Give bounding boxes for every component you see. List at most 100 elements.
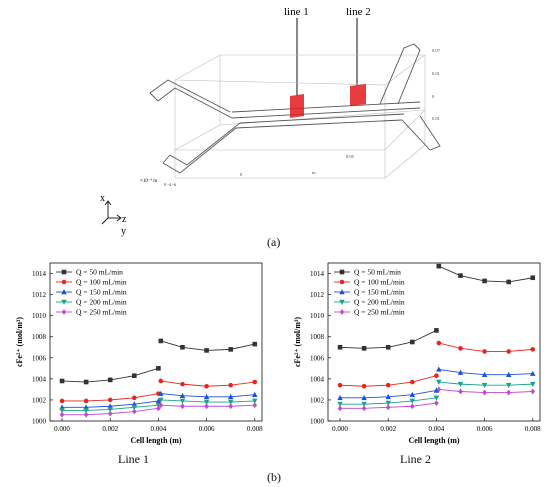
x-tick-label: 0.006 <box>199 425 215 433</box>
data-point <box>107 397 113 403</box>
svg-text:0.05: 0.05 <box>346 154 355 159</box>
data-point <box>179 392 186 399</box>
legend-marker <box>61 289 67 295</box>
data-point <box>481 382 488 389</box>
x-tick-label: 0.004 <box>429 425 445 433</box>
data-point <box>180 381 185 387</box>
plot-frame <box>327 262 541 422</box>
data-point <box>203 399 210 405</box>
y-tick-label: 1004 <box>32 375 47 383</box>
data-point <box>158 378 164 384</box>
y-axis-label: cFe²⁺ (mol/m³) <box>15 317 24 367</box>
data-point <box>228 403 233 410</box>
legend-marker <box>339 279 345 285</box>
data-point <box>433 387 440 393</box>
data-point <box>132 395 137 401</box>
data-point <box>158 402 164 409</box>
legend-label: Q = 200 mL/min <box>354 298 405 307</box>
data-point <box>482 389 487 396</box>
data-point <box>458 273 463 278</box>
data-point <box>385 382 391 388</box>
data-point <box>361 346 367 351</box>
legend-label: Q = 150 mL/min <box>354 288 405 297</box>
data-point <box>506 389 511 396</box>
y-tick-label: 1014 <box>32 270 47 278</box>
data-point <box>361 394 367 401</box>
data-point <box>530 388 536 395</box>
x-tick-label: 0.008 <box>247 425 263 433</box>
data-point <box>156 405 161 412</box>
data-point <box>59 398 65 404</box>
data-point <box>361 401 367 408</box>
data-point <box>436 340 442 346</box>
data-point <box>530 370 536 376</box>
y-tick-label: 1008 <box>32 333 47 341</box>
data-point <box>204 348 209 353</box>
y-axis-label: cFe²⁺ (mol/m³) <box>293 317 302 367</box>
data-point <box>59 408 65 414</box>
axis-y-label: y <box>121 226 126 237</box>
data-point <box>361 383 367 389</box>
data-point <box>530 347 536 352</box>
data-point <box>385 393 391 400</box>
axis-x-label: x <box>100 193 105 204</box>
data-point <box>59 411 65 418</box>
legend-marker <box>339 269 345 275</box>
data-point <box>337 405 343 412</box>
legend-marker <box>61 299 67 305</box>
series-q200 <box>59 397 258 414</box>
y-tick-label: 1008 <box>310 333 325 341</box>
series-q50 <box>59 338 258 385</box>
series-q200 <box>337 379 536 408</box>
data-point <box>410 379 415 385</box>
data-point <box>530 381 536 388</box>
data-point <box>83 379 89 385</box>
bounding-box <box>174 54 426 179</box>
data-point <box>180 344 185 350</box>
data-point <box>227 399 234 405</box>
caption-line2: Line 2 <box>400 452 431 466</box>
legend-label: Q = 50 mL/min <box>354 268 401 277</box>
line2-section <box>350 84 366 106</box>
legend-marker <box>339 309 345 315</box>
data-point <box>457 381 464 388</box>
y-tick-label: 1012 <box>32 291 47 299</box>
data-point <box>204 403 209 410</box>
data-point <box>458 346 463 351</box>
svg-text:0.01: 0.01 <box>432 71 440 76</box>
data-point <box>132 373 137 379</box>
data-point <box>107 407 113 413</box>
y-tick-label: 1010 <box>32 312 47 320</box>
x-tick-label: 0.002 <box>380 425 396 433</box>
x-tick-label: 0.004 <box>151 425 167 433</box>
svg-text:m: m <box>312 170 316 175</box>
legend-marker <box>339 299 345 305</box>
data-point <box>83 398 89 404</box>
y-tick-label: 1002 <box>32 396 47 404</box>
line2-marker-label: line 2 <box>346 6 371 18</box>
data-point <box>156 366 161 371</box>
data-point <box>337 382 343 388</box>
series-line-segment-2 <box>438 368 533 376</box>
data-point <box>506 279 511 285</box>
data-point <box>385 344 391 350</box>
data-point <box>107 410 113 417</box>
coordinate-triad <box>101 200 122 225</box>
plot-frame <box>49 262 263 422</box>
geometry-schematic: line 1 line 2 <box>100 6 441 237</box>
svg-text:0: 0 <box>240 172 243 177</box>
scale-label: ×10⁻³ m <box>140 178 157 184</box>
y-tick-label: 1012 <box>310 291 325 299</box>
y-tick-label: 1002 <box>310 396 325 404</box>
data-point <box>436 386 442 393</box>
legend-label: Q = 250 mL/min <box>354 308 405 317</box>
data-point <box>337 344 343 350</box>
y-tick-label: 1004 <box>310 375 325 383</box>
x-tick-label: 0.008 <box>525 425 541 433</box>
chart-line2: 1000 1002 1004 1006 1008 1010 1012 1014 0.000 0.0… <box>293 262 541 445</box>
chart-line1: 1000 1002 1004 1006 1008 1010 1012 1014 0.000 0.0… <box>15 262 263 445</box>
svg-text:0 -4 -6: 0 -4 -6 <box>164 182 177 187</box>
box-tick-labels: 0.07 0.01 0 0.01 0 0.05 m 0 -4 -6 <box>164 48 441 187</box>
line1-section <box>290 94 304 118</box>
